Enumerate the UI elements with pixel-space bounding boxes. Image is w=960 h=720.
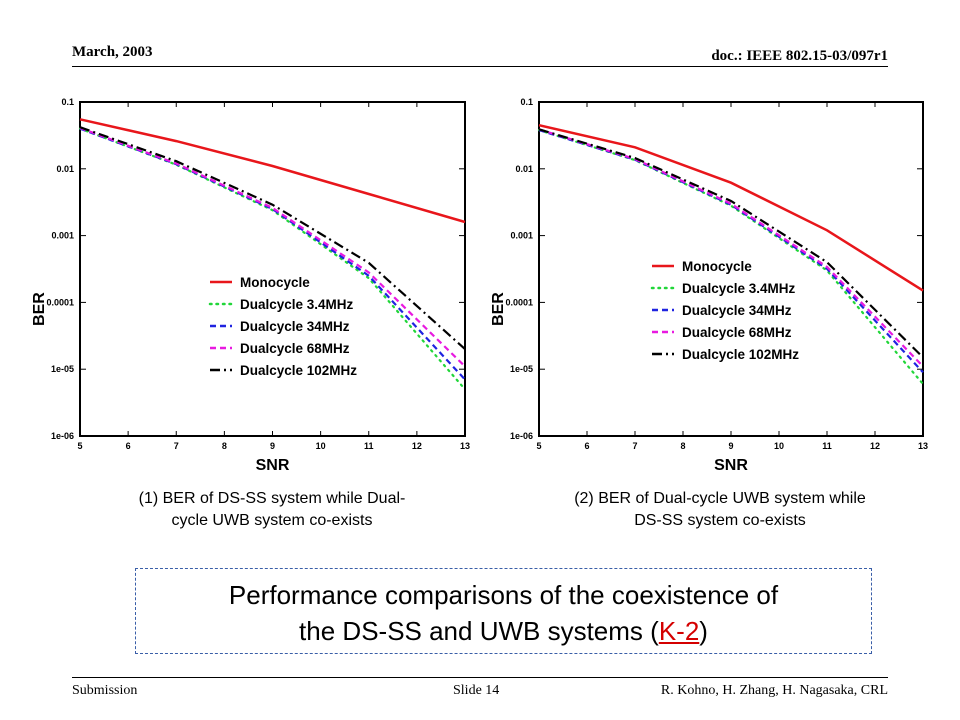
series-line-1 xyxy=(538,123,924,292)
x-axis-label: SNR xyxy=(714,457,748,474)
x-axis-label: SNR xyxy=(256,457,290,474)
plot-frame xyxy=(79,101,466,437)
legend-label-4: Dualcycle 68MHz xyxy=(240,341,350,356)
caption-1-line-1: (1) BER of DS-SS system while Dual- xyxy=(138,490,406,507)
caption-chart-1: (1) BER of DS-SS system while Dual- cycl… xyxy=(82,488,462,532)
y-tick-label: 0.01 xyxy=(515,164,533,174)
summary-line-2-prefix: the DS-SS and UWB systems ( xyxy=(299,616,659,646)
x-tick-label: 7 xyxy=(632,441,637,451)
x-tick-label: 12 xyxy=(412,441,422,451)
caption-chart-2: (2) BER of Dual-cycle UWB system while D… xyxy=(512,488,928,532)
y-tick-label: 1e-06 xyxy=(510,431,533,441)
y-tick-label: 0.001 xyxy=(510,231,533,241)
summary-box: Performance comparisons of the coexisten… xyxy=(135,568,872,654)
series-line-3 xyxy=(79,127,466,381)
y-tick-label: 0.1 xyxy=(520,97,533,107)
caption-1-line-2: cycle UWB system co-exists xyxy=(171,512,373,529)
legend-label-3: Dualcycle 34MHz xyxy=(240,319,350,334)
legend-label-1: Monocycle xyxy=(682,259,752,274)
y-tick-label: 1e-05 xyxy=(510,364,533,374)
x-tick-label: 6 xyxy=(584,441,589,451)
y-tick-label: 1e-05 xyxy=(51,364,74,374)
legend-label-3: Dualcycle 34MHz xyxy=(682,303,792,318)
header-divider xyxy=(72,66,888,67)
x-tick-label: 8 xyxy=(680,441,685,451)
x-tick-label: 10 xyxy=(774,441,784,451)
x-tick-label: 11 xyxy=(822,441,832,451)
x-tick-label: 9 xyxy=(270,441,275,451)
legend-label-2: Dualcycle 3.4MHz xyxy=(240,297,354,312)
series-line-5 xyxy=(79,126,466,350)
ber-chart-ds-ss: 5 6 7 8 9 10 11 12 13 0.1 0.01 0.001 0.0001 1e-05 1e-0… xyxy=(31,97,470,474)
y-axis-label: BER xyxy=(31,292,48,326)
summary-line-2: the DS-SS and UWB systems (K-2) xyxy=(136,613,871,649)
y-tick-label: 0.0001 xyxy=(505,297,533,307)
x-tick-label: 12 xyxy=(870,441,880,451)
plot-frame xyxy=(538,101,924,437)
series-line-5 xyxy=(538,128,924,359)
y-tick-label: 0.01 xyxy=(56,164,74,174)
footer-slide-number: Slide 14 xyxy=(453,683,500,698)
x-tick-label: 5 xyxy=(77,441,82,451)
x-tick-label: 10 xyxy=(316,441,326,451)
y-tick-label: 0.001 xyxy=(51,231,74,241)
footer-authors: R. Kohno, H. Zhang, H. Nagasaka, CRL xyxy=(660,683,888,698)
reference-link-k2[interactable]: K-2 xyxy=(658,616,700,646)
y-tick-label: 0.1 xyxy=(61,97,74,107)
series-line-1 xyxy=(79,118,466,224)
legend-label-1: Monocycle xyxy=(240,275,310,290)
x-tick-label: 13 xyxy=(918,441,928,451)
x-tick-label: 8 xyxy=(222,441,227,451)
summary-line-1: Performance comparisons of the coexisten… xyxy=(228,580,779,610)
caption-2-line-2: DS-SS system co-exists xyxy=(634,512,806,529)
caption-2-line-1: (2) BER of Dual-cycle UWB system while xyxy=(574,490,866,507)
legend-label-5: Dualcycle 102MHz xyxy=(240,363,357,378)
legend-label-5: Dualcycle 102MHz xyxy=(682,347,799,362)
x-tick-label: 11 xyxy=(364,441,374,451)
footer-divider xyxy=(72,677,888,678)
header-date: March, 2003 xyxy=(72,44,153,60)
x-tick-label: 9 xyxy=(728,441,733,451)
header-doc-id: doc.: IEEE 802.15-03/097r1 xyxy=(711,48,888,64)
x-tick-label: 13 xyxy=(460,441,470,451)
series-line-2 xyxy=(537,128,925,386)
legend-label-4: Dualcycle 68MHz xyxy=(682,325,792,340)
y-tick-label: 1e-06 xyxy=(51,431,74,441)
footer-submission: Submission xyxy=(72,683,138,698)
x-tick-label: 5 xyxy=(536,441,541,451)
summary-line-2-suffix: ) xyxy=(699,616,708,646)
series-line-2 xyxy=(78,127,467,391)
x-tick-label: 7 xyxy=(174,441,179,451)
y-axis-label: BER xyxy=(490,292,507,326)
y-tick-label: 0.0001 xyxy=(46,297,74,307)
ber-chart-dual-cycle: 5 6 7 8 9 10 11 12 13 0.1 0.01 0.001 0.0001 1e-05 1e-0… xyxy=(490,97,928,474)
legend-label-2: Dualcycle 3.4MHz xyxy=(682,281,796,296)
x-tick-label: 6 xyxy=(126,441,131,451)
